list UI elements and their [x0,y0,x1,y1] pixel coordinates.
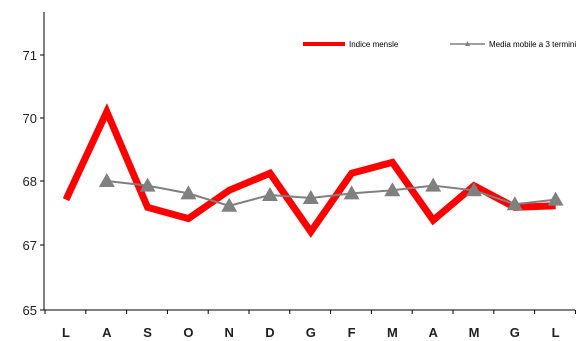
x-tick-label: L [62,325,70,340]
x-tick-label: L [552,325,560,340]
media-mobile-marker [180,185,197,200]
x-tick-label: M [387,325,398,340]
y-tick-group: 65 67 68 70 71 [23,48,44,318]
y-tick-label: 65 [23,303,37,318]
media-mobile-marker [262,186,278,201]
x-tick-label: G [510,325,520,340]
media-mobile-marker [139,177,156,192]
x-tick-label: F [348,325,356,340]
media-mobile-marker [466,182,482,197]
media-mobile-marker [425,177,442,192]
series-line-media-mobile [106,180,556,207]
legend-label-indice-mensile: Indice mensle [349,40,399,49]
media-mobile-marker [221,197,238,212]
x-tick-label: N [225,325,234,340]
x-tick-label: D [265,325,274,340]
series-line-indice-mensile [62,103,556,238]
media-mobile-marker [384,182,401,197]
media-mobile-marker [343,185,360,200]
x-tick-label: O [183,325,193,340]
x-tick-label: A [102,325,112,340]
series-layer [62,103,564,238]
media-mobile-marker [302,190,319,205]
legend-marker-media-mobile [465,41,470,46]
y-tick-label: 68 [23,174,37,189]
legend-label-media-mobile: Media mobile a 3 termini [489,40,576,49]
x-tick-label: G [306,325,316,340]
axes [43,12,575,311]
y-tick-label: 67 [23,238,37,253]
y-tick-label: 70 [23,111,37,126]
media-mobile-marker [547,191,564,206]
media-mobile-marker [506,196,523,211]
x-tick-label: A [429,325,439,340]
x-tick-label: S [143,325,152,340]
x-tick-label: M [469,325,480,340]
y-tick-label: 71 [23,48,37,63]
media-mobile-marker [98,173,115,187]
legend: Indice mensle Media mobile a 3 termini [303,40,576,49]
